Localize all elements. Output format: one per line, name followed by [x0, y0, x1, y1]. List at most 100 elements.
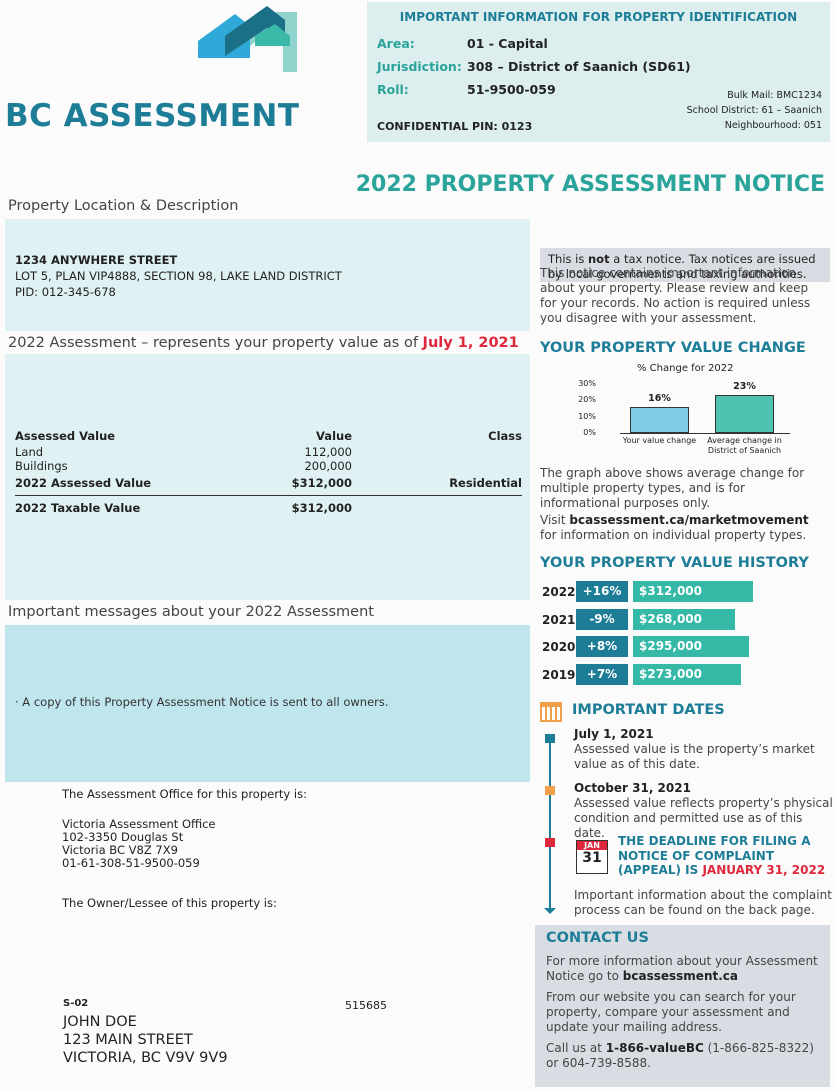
y-tick-label: 0% [583, 428, 596, 437]
timeline [549, 735, 551, 910]
history-year: 2022 [542, 585, 576, 599]
tax-notice-box: This is not a tax notice. Tax notices ar… [540, 248, 830, 282]
section-heading: IMPORTANT DATES [572, 702, 725, 718]
timeline-marker [545, 786, 555, 795]
y-tick-label: 10% [578, 411, 596, 421]
axis-line [620, 433, 790, 434]
visit-text: Visit bcassessment.ca/marketmovement for… [540, 513, 825, 543]
date-item: July 1, 2021 Assessed value is the proper… [574, 727, 834, 772]
owner-intro: The Owner/Lessee of this property is: [62, 896, 277, 910]
date: July 1, 2021 [574, 727, 654, 741]
table-cell: 2022 Taxable Value [15, 501, 141, 515]
date-footer: Important information about the complain… [574, 888, 832, 917]
history-change: +7% [576, 663, 628, 685]
calendar-icon [540, 702, 562, 722]
text-part: This is [548, 252, 588, 266]
column-header: Value [316, 429, 352, 443]
field-value: 01 - Capital [467, 36, 548, 51]
table-cell: $312,000 [291, 501, 352, 515]
calendar-day: 31 [582, 850, 602, 866]
contact-text: From our website you can search for your… [546, 990, 796, 1034]
text-part: a tax notice. Tax notices are issued by … [548, 252, 816, 281]
address-line: 123 MAIN STREET [63, 1032, 193, 1048]
field-value: 308 – District of Saanich (SD61) [467, 59, 691, 74]
mailing-code: S-02 [63, 998, 89, 1009]
location-box: 1234 ANYWHERE STREET LOT 5, PLAN VIP4888,… [5, 219, 530, 331]
table-cell: Buildings [15, 459, 68, 473]
text-part: THE DEADLINE FOR FILING A NOTICE OF COMP… [618, 834, 811, 877]
history-year: 2021 [542, 612, 576, 627]
messages-box: · A copy of this Property Assessment Not… [5, 625, 530, 782]
text-part: bcassessment.ca/marketmovement [569, 513, 809, 527]
notice-title: 2022 PROPERTY ASSESSMENT NOTICE [355, 172, 825, 197]
column-header: Class [488, 429, 522, 443]
history-value: $312,000 [633, 581, 753, 602]
mailing-number: 515685 [345, 999, 387, 1012]
value-label: 16% [648, 392, 671, 404]
text-part: Visit [540, 513, 570, 527]
divider [15, 495, 522, 496]
logo-text: BC ASSESSMENT [5, 98, 300, 134]
office-line: Victoria Assessment Office [62, 817, 216, 831]
contact-box: CONTACT US For more information about you… [535, 925, 830, 1087]
office-block: The Assessment Office for this property … [62, 788, 307, 910]
field-label: Area: [377, 36, 415, 51]
history-change: +16% [576, 581, 628, 602]
text-part: For more information about your Assessme… [546, 954, 818, 983]
section-heading: YOUR PROPERTY VALUE HISTORY [540, 555, 809, 571]
address-line: 1234 ANYWHERE STREET [15, 253, 178, 267]
text-part: 1-866-valueBC [605, 1041, 704, 1055]
text-part: for information on individual property t… [540, 528, 807, 542]
section-heading: YOUR PROPERTY VALUE CHANGE [540, 340, 806, 356]
history-year: 2020 [542, 640, 576, 654]
field-value: 51-9500-059 [467, 82, 556, 97]
y-tick-label: 20% [578, 395, 596, 405]
address-line: JOHN DOE [63, 1014, 137, 1030]
date-item: October 31, 2021 Assessed value reflects … [574, 781, 834, 841]
column-header: Assessed Value [15, 429, 116, 443]
field-label: Roll: [377, 82, 409, 97]
side-info: School District: 61 – Saanich [686, 105, 822, 116]
text-part: Call us at [546, 1041, 606, 1055]
id-box-title: IMPORTANT INFORMATION FOR PROPERTY IDENT… [399, 10, 798, 24]
section-heading: Important messages about your 2022 Asses… [8, 604, 374, 620]
id-box: IMPORTANT INFORMATION FOR PROPERTY IDENT… [367, 2, 830, 142]
heading-text: 2022 Assessment – represents your proper… [8, 335, 423, 351]
office-line: Victoria BC V8Z 7X9 [62, 843, 178, 857]
message: · A copy of this Property Assessment Not… [15, 695, 389, 709]
timeline-marker [545, 838, 555, 847]
table-cell: 200,000 [304, 459, 352, 473]
side-info: Bulk Mail: BMC1234 [727, 90, 822, 101]
x-tick-label: Your value change [622, 436, 697, 445]
address-line: LOT 5, PLAN VIP4888, SECTION 98, LAKE LA… [15, 269, 342, 283]
pin: CONFIDENTIAL PIN: 0123 [377, 120, 533, 133]
address-line: PID: 012-345-678 [15, 285, 116, 299]
table-cell: $312,000 [291, 476, 352, 490]
date: October 31, 2021 [574, 781, 691, 795]
address-line: VICTORIA, BC V9V 9V9 [63, 1050, 228, 1066]
note-text: The graph above shows average change for… [540, 466, 805, 510]
bar [630, 406, 689, 433]
table-cell: 2022 Assessed Value [15, 476, 152, 490]
chart-title: % Change for 2022 [637, 363, 734, 374]
history-value: $273,000 [633, 663, 741, 685]
office-line: 102-3350 Douglas St [62, 830, 184, 844]
table-cell: 112,000 [304, 445, 352, 459]
history-value: $295,000 [633, 636, 749, 657]
bar [715, 395, 774, 433]
timeline-arrow [544, 908, 556, 920]
history-value: $268,000 [633, 608, 735, 630]
side-info: Neighbourhood: 051 [724, 120, 822, 131]
calendar-month: JAN [577, 841, 607, 850]
section-heading: Property Location & Description [8, 198, 239, 214]
office-line: 01-61-308-51-9500-059 [62, 856, 200, 870]
logo [198, 6, 297, 72]
history-year: 2019 [542, 667, 576, 682]
table-cell: Land [15, 445, 44, 459]
deadline: THE DEADLINE FOR FILING A NOTICE OF COMP… [618, 834, 828, 878]
date-text: Assessed value reflects property’s physi… [574, 796, 833, 840]
date-text: Assessed value is the property’s market … [574, 742, 815, 771]
contact-text: Call us at 1-866-valueBC (1-866-825-8322… [546, 1041, 819, 1071]
field-label: Jurisdiction: [377, 59, 462, 74]
